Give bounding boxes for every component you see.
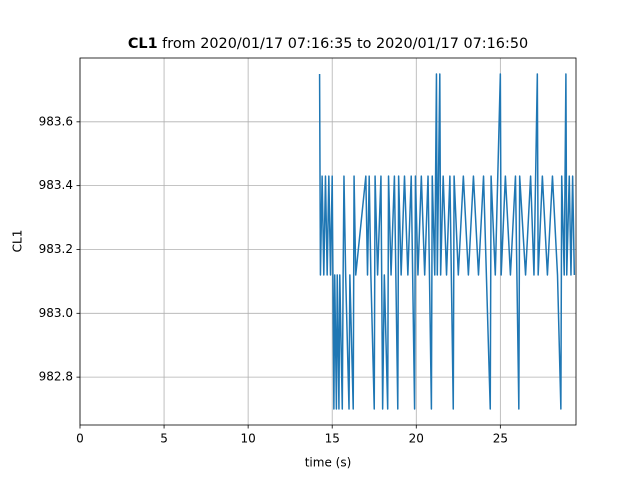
y-tick-label: 983.2: [39, 242, 73, 256]
x-tick-label: 15: [325, 432, 340, 446]
y-tick-label: 982.8: [39, 370, 73, 384]
x-axis-label: time (s): [305, 456, 352, 470]
plot-frame: [79, 57, 577, 426]
x-tick-label: 10: [240, 432, 255, 446]
chart-title: CL1 from 2020/01/17 07:16:35 to 2020/01/…: [128, 36, 528, 52]
y-tick-label: 983.4: [39, 178, 73, 192]
title-rest: from 2020/01/17 07:16:35 to 2020/01/17 0…: [162, 36, 528, 52]
x-tick-label: 5: [160, 432, 168, 446]
x-tick-label: 0: [76, 432, 84, 446]
title-bold: CL1: [128, 36, 158, 52]
y-axis-label: CL1: [11, 230, 25, 253]
x-tick-label: 20: [409, 432, 424, 446]
x-tick-label: 25: [493, 432, 508, 446]
y-tick-label: 983.0: [39, 306, 73, 320]
y-tick-label: 983.6: [39, 114, 73, 128]
data-line: [318, 73, 576, 410]
